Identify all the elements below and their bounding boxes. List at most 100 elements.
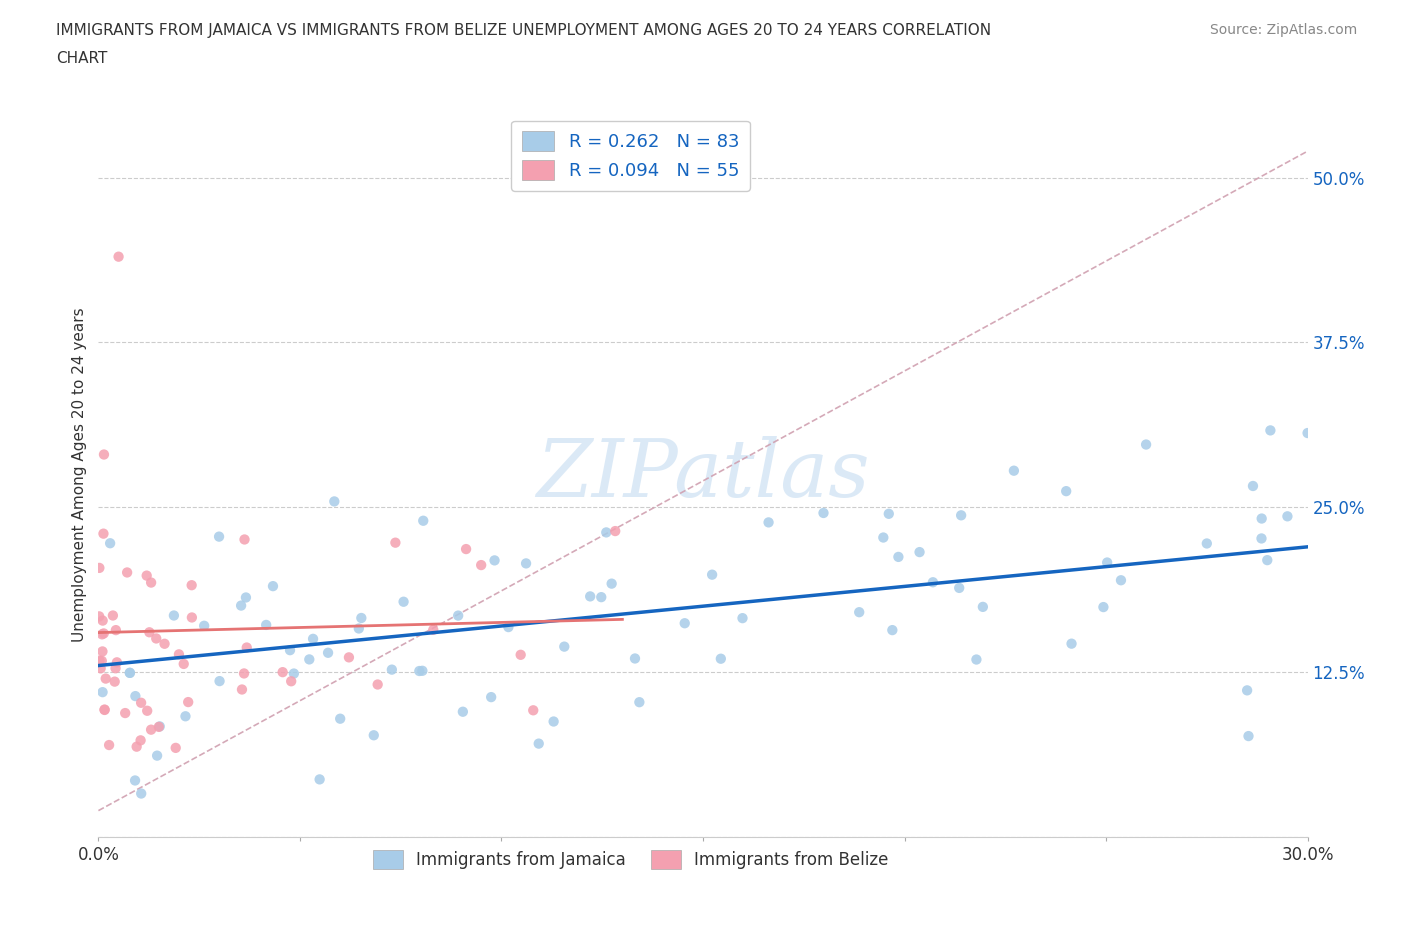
Text: ZIPatlas: ZIPatlas <box>536 435 870 513</box>
Point <box>136 703 159 718</box>
Point <box>1095 555 1118 570</box>
Point <box>280 674 302 689</box>
Point <box>527 737 550 751</box>
Point <box>579 589 602 604</box>
Point <box>89 609 111 624</box>
Point <box>498 619 520 634</box>
Point <box>118 665 141 680</box>
Point <box>93 702 115 717</box>
Point <box>146 749 169 764</box>
Point <box>1256 552 1278 567</box>
Point <box>1241 479 1264 494</box>
Point <box>153 636 176 651</box>
Point <box>323 494 346 509</box>
Point <box>129 786 152 801</box>
Point <box>139 575 162 590</box>
Point <box>595 525 617 539</box>
Point <box>115 565 138 580</box>
Point <box>470 558 492 573</box>
Point <box>543 714 565 729</box>
Point <box>298 652 321 667</box>
Point <box>1002 463 1025 478</box>
Point <box>411 663 433 678</box>
Point <box>1109 573 1132 588</box>
Point <box>877 506 900 521</box>
Point <box>484 553 506 568</box>
Point <box>308 772 330 787</box>
Point <box>1054 484 1077 498</box>
Point <box>93 626 115 641</box>
Point <box>129 696 152 711</box>
Point <box>950 508 973 523</box>
Point <box>479 690 502 705</box>
Point <box>91 684 114 699</box>
Point <box>98 536 121 551</box>
Point <box>509 647 531 662</box>
Point <box>98 737 121 752</box>
Point <box>363 728 385 743</box>
Point <box>1250 512 1272 526</box>
Point <box>125 739 148 754</box>
Point <box>91 644 114 658</box>
Point <box>882 623 904 638</box>
Point <box>104 623 127 638</box>
Point <box>1195 536 1218 551</box>
Point <box>93 702 115 717</box>
Point <box>89 653 111 668</box>
Point <box>145 631 167 646</box>
Point <box>347 621 370 636</box>
Point <box>972 600 994 615</box>
Point <box>731 611 754 626</box>
Point <box>89 561 111 576</box>
Point <box>208 673 231 688</box>
Point <box>163 608 186 623</box>
Point <box>872 530 894 545</box>
Point <box>412 513 434 528</box>
Point <box>93 526 115 541</box>
Point <box>138 625 160 640</box>
Text: IMMIGRANTS FROM JAMAICA VS IMMIGRANTS FROM BELIZE UNEMPLOYMENT AMONG AGES 20 TO : IMMIGRANTS FROM JAMAICA VS IMMIGRANTS FR… <box>56 23 991 38</box>
Point <box>173 657 195 671</box>
Point <box>908 545 931 560</box>
Point <box>350 611 373 626</box>
Point <box>271 665 294 680</box>
Point <box>392 594 415 609</box>
Point <box>235 640 257 655</box>
Point <box>605 524 627 538</box>
Point <box>1296 426 1319 441</box>
Point <box>758 515 780 530</box>
Point <box>118 665 141 680</box>
Point <box>135 568 157 583</box>
Point <box>124 689 146 704</box>
Point <box>1250 531 1272 546</box>
Point <box>101 608 124 623</box>
Point <box>229 598 252 613</box>
Point <box>1237 728 1260 743</box>
Point <box>948 580 970 595</box>
Point <box>337 650 360 665</box>
Point <box>254 618 277 632</box>
Point <box>454 541 477 556</box>
Point <box>177 695 200 710</box>
Y-axis label: Unemployment Among Ages 20 to 24 years: Unemployment Among Ages 20 to 24 years <box>72 307 87 642</box>
Point <box>180 610 202 625</box>
Point <box>922 575 945 590</box>
Point <box>965 652 987 667</box>
Text: CHART: CHART <box>56 51 108 66</box>
Point <box>174 709 197 724</box>
Point <box>628 695 651 710</box>
Point <box>180 578 202 592</box>
Point <box>104 674 127 689</box>
Point <box>193 618 215 633</box>
Point <box>384 536 406 551</box>
Point <box>124 773 146 788</box>
Point <box>235 590 257 604</box>
Point <box>149 719 172 734</box>
Point <box>673 616 696 631</box>
Point <box>600 577 623 591</box>
Point <box>887 550 910 565</box>
Text: Source: ZipAtlas.com: Source: ZipAtlas.com <box>1209 23 1357 37</box>
Point <box>813 506 835 521</box>
Point <box>447 608 470 623</box>
Point <box>515 556 537 571</box>
